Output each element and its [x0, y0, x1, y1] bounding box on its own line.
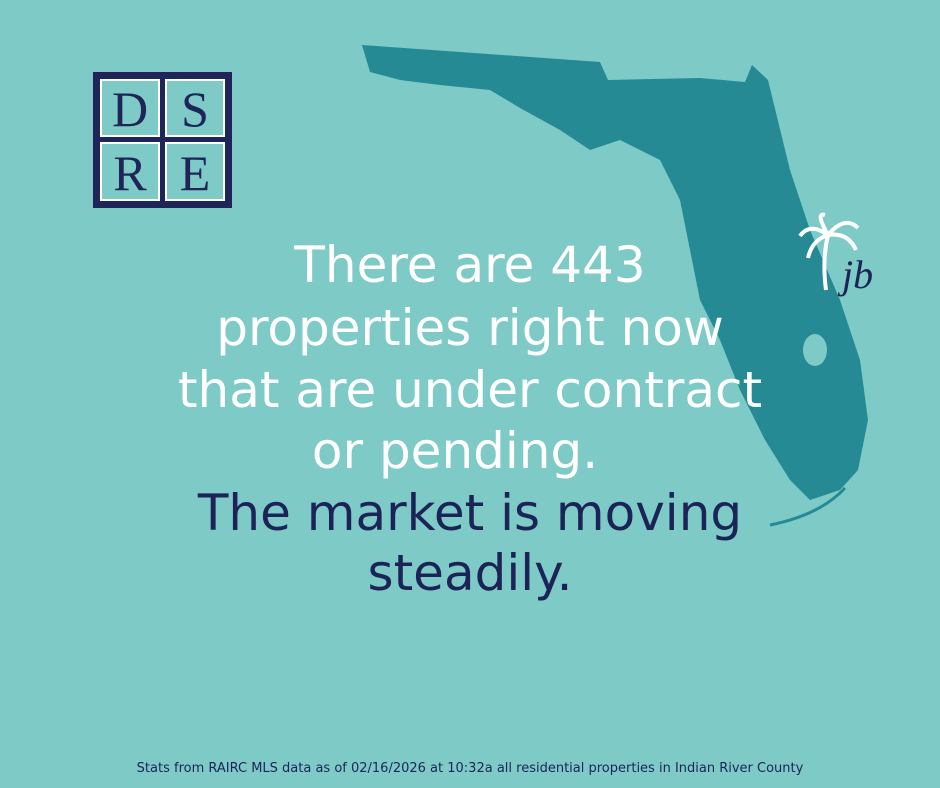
footer-note: Stats from RAIRC MLS data as of 02/16/20…	[137, 761, 804, 776]
logo-letter: D	[112, 81, 148, 137]
subline-line: steadily.	[368, 544, 573, 602]
palm-badge: jb	[798, 212, 873, 297]
headline-line: that are under contract	[178, 361, 762, 419]
subline-line: The market is moving	[197, 484, 742, 542]
logo-letter: R	[113, 145, 147, 201]
headline-line: There are 443	[293, 236, 645, 294]
badge-text: jb	[837, 252, 873, 297]
logo: D S R E	[93, 72, 232, 208]
headline-line: or pending.	[312, 422, 598, 480]
headline-line: properties right now	[216, 299, 724, 357]
logo-letter: E	[180, 145, 211, 201]
florida-map	[362, 45, 868, 527]
logo-letter: S	[181, 81, 209, 137]
